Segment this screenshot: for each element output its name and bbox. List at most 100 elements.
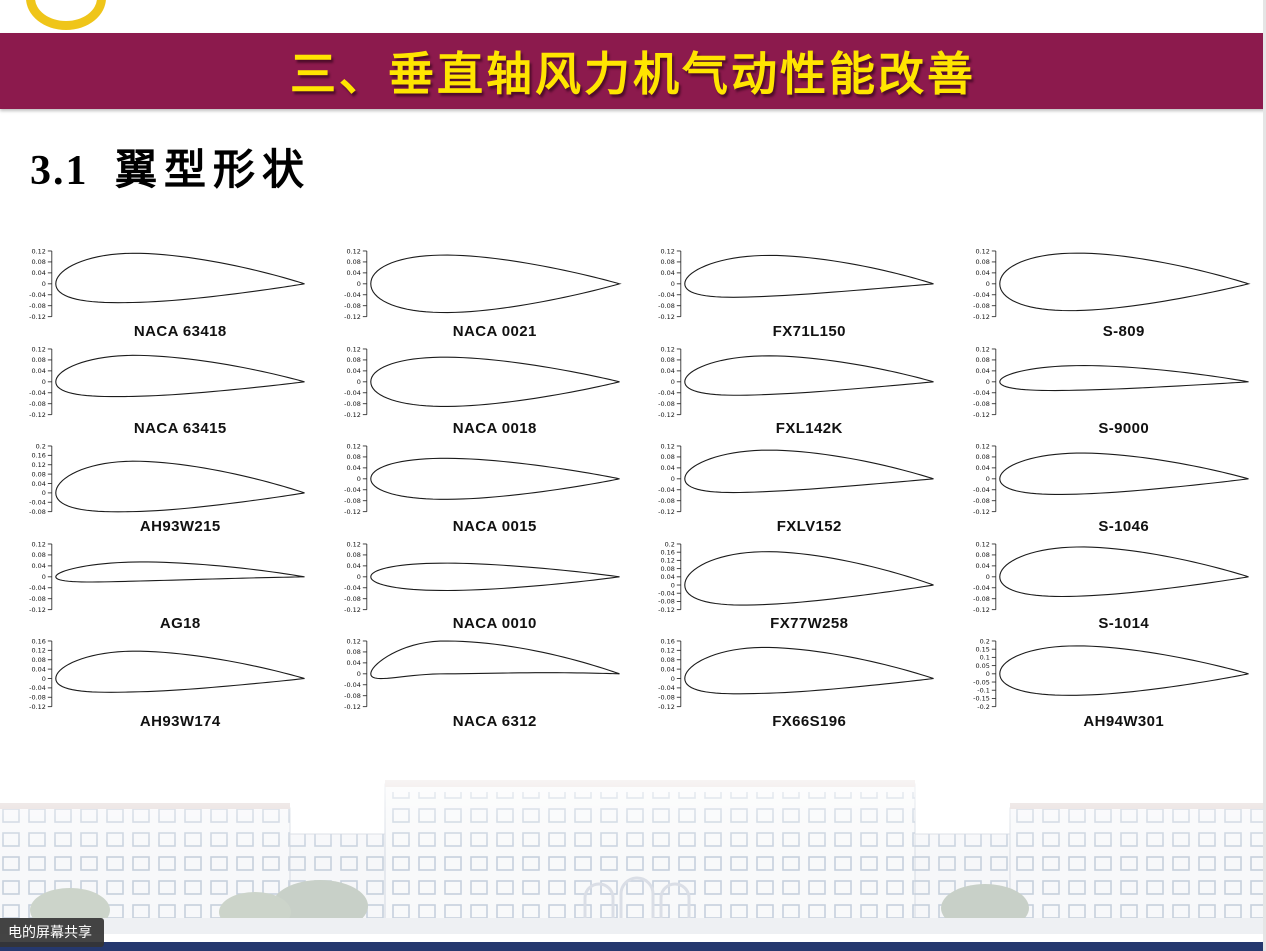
axis-tick-label: 0.12 — [31, 540, 45, 548]
axis-tick-label: 0.04 — [346, 269, 360, 277]
airfoil-outline — [998, 546, 1249, 597]
axis-tick-label: 0.08 — [31, 356, 45, 364]
axis-tick-label: 0.04 — [346, 660, 360, 668]
airfoil-plot: 0.12 0.08 0.04 0 -0.04 -0.08 -0.12 — [344, 638, 620, 711]
axis-tick-label: -0.04 — [344, 389, 361, 397]
axis-tick-label: -0.04 — [973, 389, 990, 397]
airfoil-label: NACA 0010 — [452, 615, 537, 633]
airfoil-cell: 0.12 0.08 0.04 0 -0.04 -0.08 -0.12 NACA 0021 — [327, 246, 626, 340]
axis-tick-label: -0.04 — [658, 589, 675, 597]
airfoil-label: S-809 — [1102, 322, 1145, 340]
axis-tick-label: -0.04 — [29, 389, 46, 397]
axis-tick-label: -0.12 — [344, 606, 361, 614]
axis-tick-label: 0.12 — [346, 247, 360, 255]
axis-tick-label: -0.15 — [973, 695, 990, 703]
axis-tick-label: -0.04 — [658, 291, 675, 299]
axis-tick-label: 0.08 — [975, 258, 989, 266]
axis-tick-label: 0 — [42, 489, 46, 497]
axis-tick-label: 0.08 — [346, 551, 360, 559]
axis-tick-label: 0.2 — [665, 540, 675, 548]
airfoil-plot: 0.12 0.08 0.04 0 -0.04 -0.08 -0.12 — [658, 247, 934, 321]
axis-tick-label: -0.12 — [973, 313, 990, 321]
airfoil-plot: 0.12 0.08 0.04 0 -0.04 -0.08 -0.12 — [344, 247, 622, 321]
airfoil-cell: 0.12 0.08 0.04 0 -0.04 -0.08 -0.12 S-1014 — [956, 539, 1255, 632]
airfoil-label: AH94W301 — [1083, 713, 1165, 731]
airfoil-outline — [369, 254, 622, 314]
airfoil-label: FXLV152 — [776, 517, 842, 535]
airfoil-plot: 0.160.120.08 0.040 -0.04-0.08-0.12 — [658, 638, 934, 711]
airfoil-cell: 0.12 0.08 0.04 0 -0.04 -0.08 -0.12 NACA 0018 — [327, 344, 626, 437]
screen-share-label: 电的屏幕共享 — [0, 918, 104, 947]
axis-tick-label: -0.12 — [29, 313, 46, 321]
airfoil-outline — [998, 452, 1249, 496]
axis-tick-label: -0.04 — [344, 584, 361, 592]
airfoil-cell: 0.12 0.08 0.04 0 -0.04 -0.08 -0.12 S-9000 — [956, 344, 1255, 437]
axis-tick-label: 0 — [42, 675, 46, 683]
airfoil-plot: 0.12 0.08 0.04 0 -0.04 -0.08 -0.12 — [973, 442, 1249, 516]
axis-tick-label: 0.15 — [975, 646, 989, 654]
axis-tick-label: -0.04 — [658, 389, 675, 397]
axis-tick-label: 0.08 — [346, 356, 360, 364]
airfoil-plot: 0.20.150.10.050-0.05-0.1-0.15-0.2 — [973, 638, 1249, 711]
airfoil-cell: 0.12 0.08 0.04 0 -0.04 -0.08 -0.12 FXL142K — [641, 344, 940, 437]
axis-tick-label: 0.16 — [31, 452, 45, 460]
axis-tick-label: 0.04 — [31, 480, 45, 488]
axis-tick-label: 0 — [985, 475, 989, 483]
axis-tick-label: 0.04 — [975, 269, 989, 277]
axis-tick-label: -0.12 — [973, 411, 990, 419]
axis-tick-label: -0.12 — [29, 606, 46, 614]
axis-tick-label: -0.04 — [973, 291, 990, 299]
axis-tick-label: 0 — [985, 671, 989, 679]
axis-tick-label: 0.08 — [31, 258, 45, 266]
axis-tick-label: -0.04 — [29, 291, 46, 299]
axis-tick-label: 0.04 — [660, 464, 674, 472]
axis-tick-label: -0.04 — [344, 681, 361, 689]
axis-tick-label: 0.04 — [975, 367, 989, 375]
airfoil-cell: 0.12 0.08 0.04 0 -0.04 -0.08 -0.12 FXLV152 — [641, 441, 940, 535]
window-right-edge — [1263, 0, 1266, 951]
axis-tick-label: -0.12 — [658, 411, 675, 419]
axis-tick-label: 0 — [42, 573, 46, 581]
axis-tick-label: 0.12 — [31, 247, 45, 255]
axis-tick-label: 0.04 — [31, 269, 45, 277]
axis-tick-label: -0.08 — [658, 400, 675, 408]
axis-tick-label: 0.08 — [31, 551, 45, 559]
axis-tick-label: 0.04 — [660, 367, 674, 375]
axis-tick-label: 0.2 — [36, 442, 46, 450]
airfoil-plot: 0.12 0.08 0.04 0 -0.04 -0.08 -0.12 — [973, 345, 1249, 419]
axis-tick-label: 0.08 — [31, 656, 45, 664]
axis-tick-label: -0.08 — [658, 598, 675, 606]
airfoil-label: NACA 63415 — [133, 420, 227, 438]
axis-tick-label: -0.08 — [344, 400, 361, 408]
axis-tick-label: 0 — [671, 378, 675, 386]
airfoil-outline — [684, 354, 934, 396]
axis-tick-label: 0.2 — [979, 638, 989, 646]
airfoil-label: NACA 0015 — [452, 517, 537, 535]
axis-tick-label: -0.08 — [973, 302, 990, 310]
axis-tick-label: 0 — [671, 581, 675, 589]
axis-tick-label: -0.12 — [658, 313, 675, 321]
airfoil-cell: 0.16 0.12 0.08 0.04 0 -0.04 -0.08 -0.12 FX66S196 — [641, 636, 940, 730]
slide-title: 三、垂直轴风力机气动性能改善 — [290, 48, 976, 100]
logo-fragment-icon — [26, 0, 106, 30]
axis-tick-label: 0.12 — [346, 638, 360, 646]
axis-tick-label: 0 — [42, 280, 46, 288]
airfoil-label: NACA 63418 — [133, 322, 227, 340]
axis-tick-label: -0.04 — [344, 291, 361, 299]
bottom-bar — [0, 942, 1266, 951]
axis-tick-label: -0.12 — [344, 508, 361, 516]
axis-tick-label: 0.12 — [31, 345, 45, 353]
airfoil-plot: 0.12 0.08 0.04 0 -0.04 -0.08 -0.12 — [29, 345, 305, 419]
axis-tick-label: 0.16 — [660, 638, 674, 646]
axis-tick-label: 0.16 — [660, 548, 674, 556]
axis-tick-label: 0.04 — [346, 464, 360, 472]
airfoil-label: NACA 6312 — [452, 713, 537, 731]
axis-tick-label: -0.08 — [973, 595, 990, 603]
airfoil-outline — [55, 561, 305, 583]
axis-tick-label: 0 — [985, 573, 989, 581]
axis-tick-label: -0.1 — [977, 687, 990, 695]
airfoil-outline — [998, 252, 1251, 312]
airfoil-outline — [55, 651, 305, 694]
airfoil-outline — [369, 356, 620, 407]
axis-tick-label: -0.04 — [29, 685, 46, 693]
